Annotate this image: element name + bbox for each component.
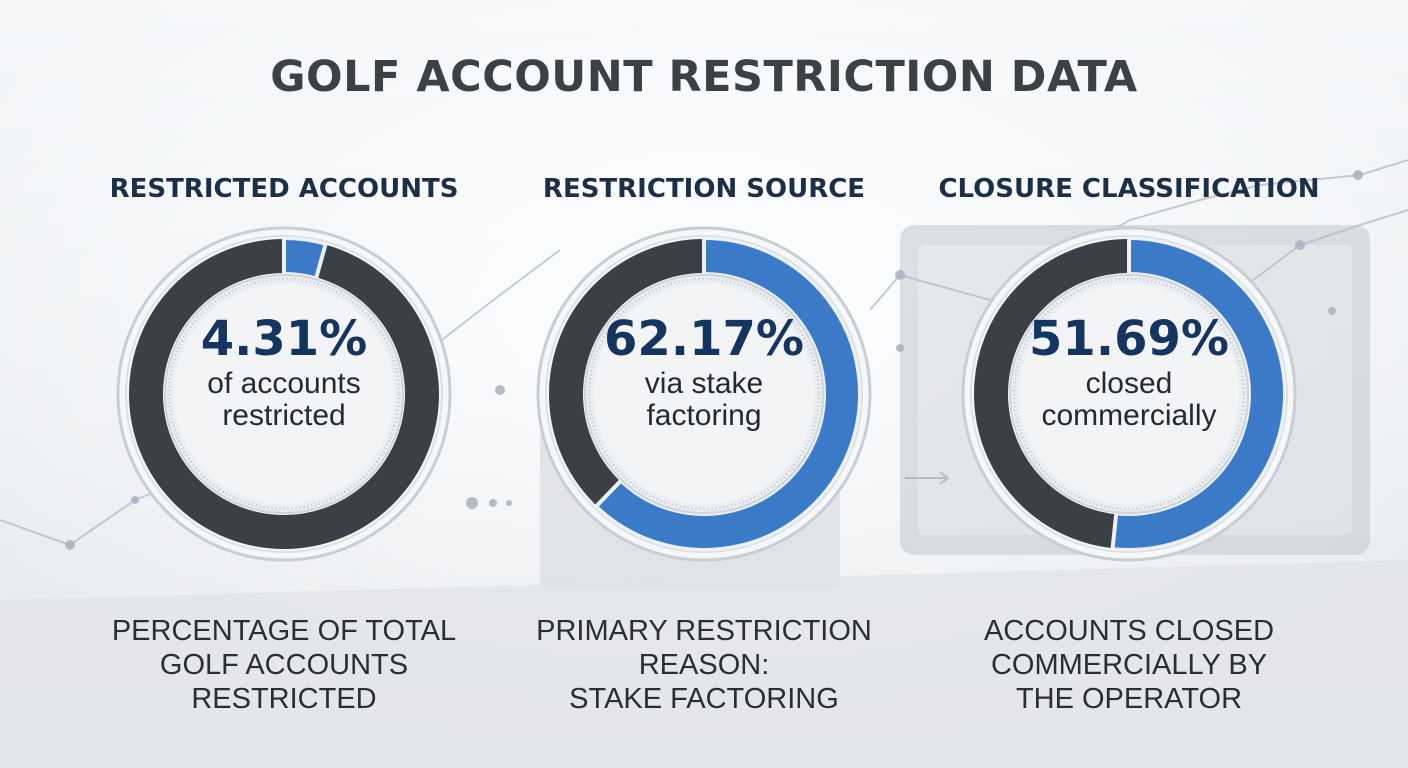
gauge-center: 51.69% closed commercially [1014, 310, 1244, 432]
donut-gauge-source [536, 226, 872, 562]
desk-surface [0, 560, 1408, 768]
page-title: GOLF ACCOUNT RESTRICTION DATA [270, 52, 1138, 102]
gauge-center: 62.17% via stake factoring [589, 310, 819, 432]
gauge-tick-ring [167, 277, 401, 511]
gauge-bezel-inner [125, 235, 443, 553]
gauge-bezel-inner [545, 235, 863, 553]
gauge-caption: of accounts restricted [207, 367, 361, 432]
gauge-value: 62.17% [604, 311, 804, 367]
panel-restricted-accounts: RESTRICTED ACCOUNTS 4.31% of accounts re… [84, 0, 484, 768]
gauge-center-disk [174, 284, 394, 504]
gauge-separator [1110, 513, 1119, 550]
donut-gauge-restricted [116, 226, 452, 562]
panel-description: PRIMARY RESTRICTION REASON: STAKE FACTOR… [536, 615, 872, 715]
panel-heading: CLOSURE CLASSIFICATION [938, 174, 1320, 204]
network-nodes [65, 170, 1363, 550]
gauge-center: 4.31% of accounts restricted [169, 310, 399, 432]
gauge-bezel-inner [970, 235, 1288, 553]
gauge-separator [314, 243, 328, 279]
gauge-value: 51.69% [1029, 311, 1229, 367]
network-arrow [905, 471, 950, 485]
gauge-center-disk [1019, 284, 1239, 504]
gauge-value: 4.31% [200, 311, 368, 367]
gauge-center-disk [594, 284, 814, 504]
gauge-caption: via stake factoring [644, 367, 764, 432]
panel-closure-classification: CLOSURE CLASSIFICATION 51.69% closed com… [929, 0, 1329, 768]
gauge-value-arc [595, 237, 860, 550]
gauge-tick-ring [587, 277, 821, 511]
panel-description: PERCENTAGE OF TOTAL GOLF ACCOUNTS RESTRI… [111, 615, 457, 715]
gauge-caption: closed commercially [1041, 367, 1217, 432]
gauge-tick-ring [1012, 277, 1246, 511]
panel-heading: RESTRICTION SOURCE [542, 174, 866, 204]
panel-heading: RESTRICTED ACCOUNTS [109, 174, 459, 204]
panel-restriction-source: RESTRICTION SOURCE 62.17% via stake fact… [504, 0, 904, 768]
donut-gauge-closure [961, 226, 1297, 562]
gauge-separator [594, 479, 623, 508]
gauge-value-arc [1111, 237, 1285, 550]
panel-description: ACCOUNTS CLOSED COMMERCIALLY BY THE OPER… [983, 615, 1275, 715]
